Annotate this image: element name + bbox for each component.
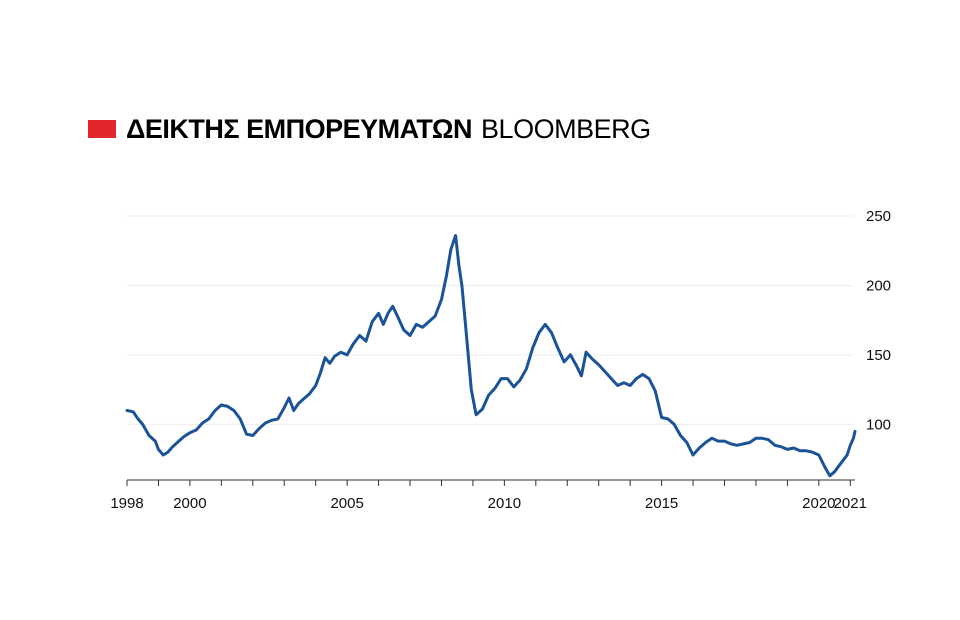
chart-title: ΔΕΙΚΤΗΣ ΕΜΠΟΡΕΥΜΑΤΩΝ BLOOMBERG	[88, 112, 651, 146]
y-tick-label: 100	[866, 416, 891, 433]
chart-title-light: BLOOMBERG	[481, 113, 651, 144]
x-tick-label: 1998	[110, 495, 143, 512]
y-tick-label: 250	[866, 208, 891, 225]
x-tick-label: 2015	[645, 495, 678, 512]
series-line	[125, 234, 857, 478]
y-axis: 100 150 200 250	[866, 208, 891, 433]
title-marker	[88, 120, 116, 138]
y-tick-label: 150	[866, 347, 891, 364]
series-layer	[125, 234, 857, 478]
gridlines	[127, 215, 853, 425]
x-tick-label: 2010	[488, 495, 521, 512]
x-tick-label: 2021	[834, 495, 867, 512]
x-tick-label: 2020	[802, 495, 835, 512]
y-tick-label: 200	[866, 277, 891, 294]
x-tick-label: 2005	[330, 495, 363, 512]
x-tick-label: 2000	[173, 495, 206, 512]
chart-title-bold: ΔΕΙΚΤΗΣ ΕΜΠΟΡΕΥΜΑΤΩΝ	[126, 113, 473, 144]
